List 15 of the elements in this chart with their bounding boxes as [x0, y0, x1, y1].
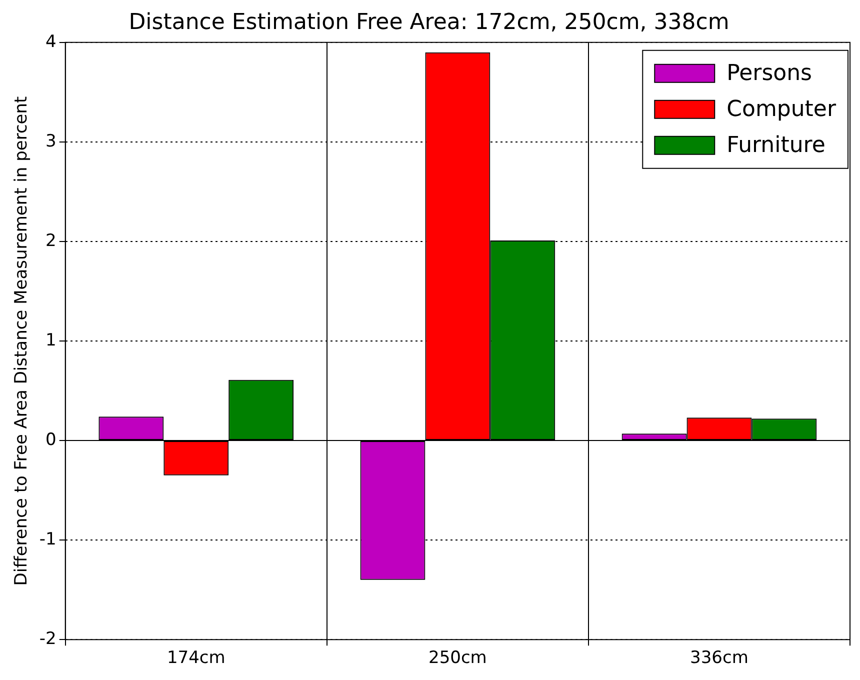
- y-tick-label: 2: [46, 230, 56, 251]
- x-tick-label: 250cm: [428, 648, 487, 668]
- legend-label: Computer: [726, 97, 837, 122]
- legend-label: Persons: [726, 61, 812, 86]
- y-tick-label: 3: [46, 131, 56, 152]
- y-tick-label: 0: [46, 430, 56, 450]
- y-tick-label: -1: [39, 529, 56, 550]
- x-tick-label: 336cm: [690, 648, 748, 668]
- y-tick-label: -2: [39, 629, 56, 650]
- y-tick-label: 1: [46, 330, 56, 350]
- y-axis-title: Difference to Free Area Distance Measurement in percent: [12, 96, 32, 586]
- y-tick-label: 4: [46, 32, 56, 52]
- chart-title: Distance Estimation Free Area: 172cm, 250cm, 338cm: [128, 10, 730, 35]
- x-tick-label: 174cm: [166, 648, 226, 668]
- legend-label: Furniture: [726, 133, 826, 158]
